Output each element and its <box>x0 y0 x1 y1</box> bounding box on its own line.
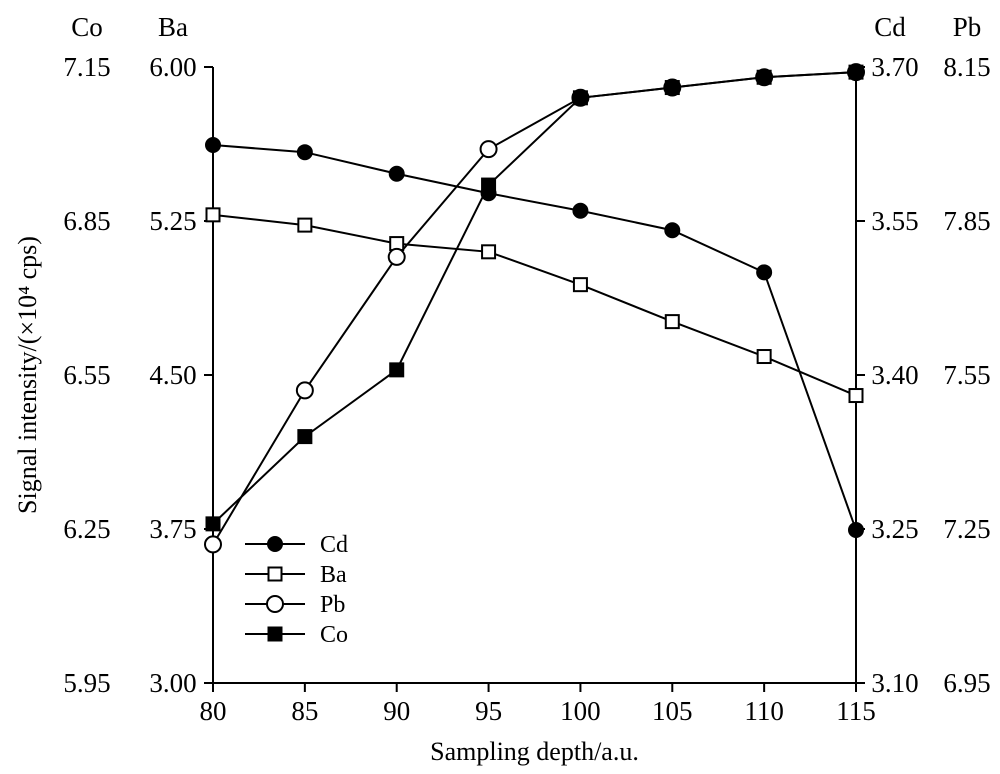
legend-marker <box>267 626 283 642</box>
legend-label: Co <box>320 622 348 648</box>
cd-point <box>205 137 221 154</box>
ba-point <box>756 349 772 365</box>
pb-y-tick-label: 7.55 <box>943 360 990 390</box>
ba-y-tick-label: 3.75 <box>149 514 196 544</box>
ba-y-tick-label: 3.00 <box>149 668 196 698</box>
cd-point <box>296 144 313 161</box>
cd-y-tick-label: 3.55 <box>871 206 918 236</box>
x-tick-label: 90 <box>383 696 410 726</box>
pb-line <box>212 71 857 545</box>
x-tick-label: 85 <box>291 696 318 726</box>
cd-y-tick-label: 3.70 <box>871 52 918 82</box>
x-axis-title: Sampling depth/a.u. <box>430 737 639 766</box>
legend-item-pb: Pb <box>245 592 345 618</box>
series-layer <box>204 63 865 554</box>
cd-point <box>756 264 773 281</box>
co-y-tick-label: 6.55 <box>63 360 110 390</box>
ba-point <box>664 314 680 330</box>
legend-item-ba: Ba <box>245 562 347 588</box>
x-tick-label: 80 <box>200 696 227 726</box>
co-y-tick-label: 5.95 <box>63 668 110 698</box>
co-point <box>572 90 588 106</box>
cd-point <box>664 222 681 239</box>
cd-line <box>212 144 857 531</box>
legend: Cd Ba Pb Co <box>245 532 348 648</box>
co-line <box>212 71 857 525</box>
series-pb <box>204 63 865 554</box>
cd-point <box>572 202 589 219</box>
co-point <box>664 80 680 96</box>
co-point <box>205 516 221 532</box>
pb-y-tick-label: 7.25 <box>943 514 990 544</box>
pb-point <box>295 381 314 400</box>
legend-label: Pb <box>320 592 345 618</box>
co-axis-title: Co <box>71 12 103 42</box>
legend-label: Cd <box>320 532 348 558</box>
ba-point <box>572 277 588 293</box>
co-point <box>297 429 313 445</box>
series-ba <box>205 207 864 404</box>
legend-marker <box>267 566 283 582</box>
pb-y-tick-label: 7.85 <box>943 206 990 236</box>
cd-y-tick-label: 3.40 <box>871 360 918 390</box>
x-tick-label: 105 <box>652 696 693 726</box>
ba-y-tick-label: 6.00 <box>149 52 196 82</box>
x-tick-label: 95 <box>475 696 502 726</box>
co-point <box>848 64 864 80</box>
legend-marker <box>266 595 284 613</box>
cd-y-tick-label: 3.10 <box>871 668 918 698</box>
cd-point <box>848 522 864 539</box>
ba-y-tick-label: 5.25 <box>149 206 196 236</box>
pb-point <box>204 535 222 554</box>
ba-axis-title: Ba <box>158 12 188 42</box>
pb-axis-title: Pb <box>953 12 982 42</box>
ba-point <box>205 207 221 223</box>
co-point <box>756 69 772 85</box>
co-point <box>389 362 405 378</box>
series-co <box>205 64 864 532</box>
x-tick-label: 110 <box>744 696 784 726</box>
ba-point <box>481 244 497 260</box>
cd-point <box>388 165 405 182</box>
cd-axis-title: Cd <box>874 12 906 42</box>
series-cd <box>205 137 864 539</box>
y-axis-title: Signal intensity/(×10⁴ cps) <box>13 236 42 514</box>
co-point <box>481 177 497 193</box>
co-y-tick-label: 6.25 <box>63 514 110 544</box>
legend-item-co: Co <box>245 622 348 648</box>
pb-point <box>387 247 406 266</box>
co-y-tick-label: 7.15 <box>63 52 110 82</box>
axes-layer: 80 85 90 95 100 105 110 115 5.95 6.25 6.55 6.85 7.15… <box>13 12 991 766</box>
pb-y-tick-label: 8.15 <box>943 52 990 82</box>
co-y-tick-label: 6.85 <box>63 206 110 236</box>
ba-point <box>297 217 313 233</box>
ba-point <box>848 388 864 404</box>
ba-line <box>212 213 857 397</box>
pb-y-tick-label: 6.95 <box>943 668 990 698</box>
cd-y-tick-label: 3.25 <box>871 514 918 544</box>
x-tick-label: 100 <box>560 696 601 726</box>
x-tick-label: 115 <box>836 696 876 726</box>
pb-point <box>479 140 498 159</box>
legend-item-cd: Cd <box>245 532 348 558</box>
ba-y-tick-label: 4.50 <box>149 360 196 390</box>
legend-label: Ba <box>320 562 347 588</box>
legend-marker <box>267 536 283 552</box>
